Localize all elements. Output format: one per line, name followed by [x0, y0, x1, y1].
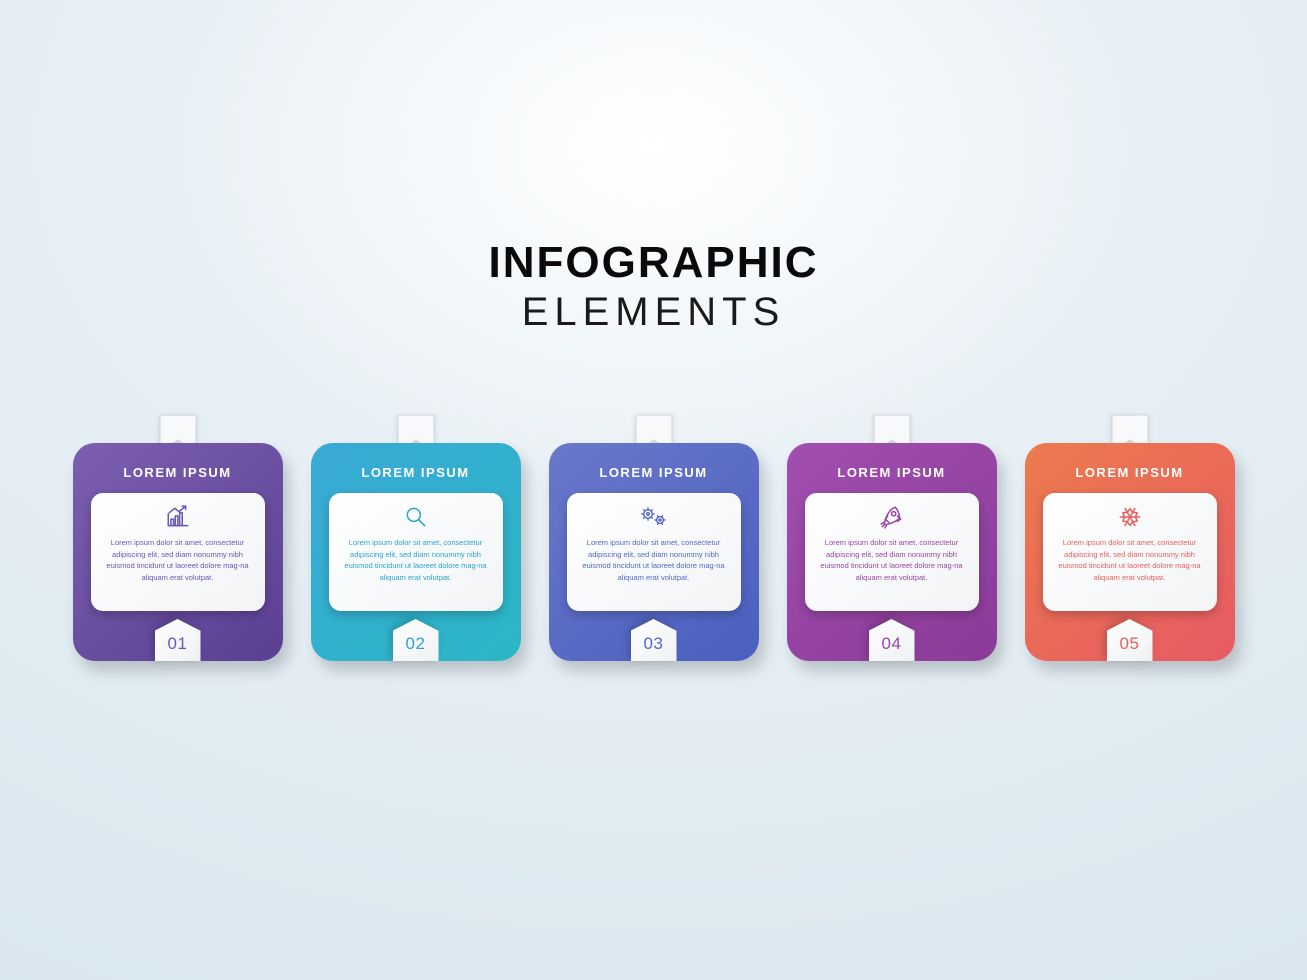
- card-row: LOREM IPSUM Lorem ipsum dolor sit amet, …: [73, 443, 1235, 661]
- magnifier-icon: [403, 503, 429, 531]
- infographic-card: LOREM IPSUM Lorem ipsum dolor sit amet, …: [311, 443, 521, 661]
- card-body: LOREM IPSUM Lorem ipsum dolor sit amet, …: [73, 443, 283, 661]
- card-body: LOREM IPSUM Lorem ipsum dolor sit amet, …: [787, 443, 997, 661]
- card-title: LOREM IPSUM: [549, 443, 759, 480]
- card-body: LOREM IPSUM Lorem ipsum dolor sit amet, …: [549, 443, 759, 661]
- infographic-card: LOREM IPSUM: [1025, 443, 1235, 661]
- card-number: 05: [1120, 634, 1140, 654]
- number-tab: 04: [869, 619, 915, 661]
- card-inner: Lorem ipsum dolor sit amet, consectetur …: [567, 493, 741, 611]
- number-tab: 01: [155, 619, 201, 661]
- chart-growth-icon: [165, 503, 191, 531]
- card-description: Lorem ipsum dolor sit amet, consectetur …: [819, 537, 965, 584]
- page-subtitle: ELEMENTS: [489, 290, 819, 335]
- card-number: 03: [644, 634, 664, 654]
- card-description: Lorem ipsum dolor sit amet, consectetur …: [581, 537, 727, 584]
- gears-icon: [639, 503, 669, 531]
- card-description: Lorem ipsum dolor sit amet, consectetur …: [343, 537, 489, 584]
- card-inner: Lorem ipsum dolor sit amet, consectetur …: [1043, 493, 1217, 611]
- snowflake-icon: [1117, 503, 1143, 531]
- card-inner: Lorem ipsum dolor sit amet, consectetur …: [329, 493, 503, 611]
- infographic-card: LOREM IPSUM Lorem ipsum dolor sit amet, …: [787, 443, 997, 661]
- number-tab: 05: [1107, 619, 1153, 661]
- card-inner: Lorem ipsum dolor sit amet, consectetur …: [805, 493, 979, 611]
- page-title: INFOGRAPHIC: [489, 238, 819, 288]
- card-title: LOREM IPSUM: [73, 443, 283, 480]
- card-body: LOREM IPSUM: [1025, 443, 1235, 661]
- card-description: Lorem ipsum dolor sit amet, consectetur …: [105, 537, 251, 584]
- rocket-icon: [879, 503, 905, 531]
- card-inner: Lorem ipsum dolor sit amet, consectetur …: [91, 493, 265, 611]
- card-description: Lorem ipsum dolor sit amet, consectetur …: [1057, 537, 1203, 584]
- card-title: LOREM IPSUM: [311, 443, 521, 480]
- card-title: LOREM IPSUM: [1025, 443, 1235, 480]
- heading: INFOGRAPHIC ELEMENTS: [489, 238, 819, 335]
- card-body: LOREM IPSUM Lorem ipsum dolor sit amet, …: [311, 443, 521, 661]
- number-tab: 03: [631, 619, 677, 661]
- card-number: 04: [882, 634, 902, 654]
- infographic-card: LOREM IPSUM Lorem ipsum dolor sit amet, …: [73, 443, 283, 661]
- card-number: 02: [406, 634, 426, 654]
- infographic-card: LOREM IPSUM Lorem ipsum dolor sit amet, …: [549, 443, 759, 661]
- number-tab: 02: [393, 619, 439, 661]
- card-title: LOREM IPSUM: [787, 443, 997, 480]
- card-number: 01: [168, 634, 188, 654]
